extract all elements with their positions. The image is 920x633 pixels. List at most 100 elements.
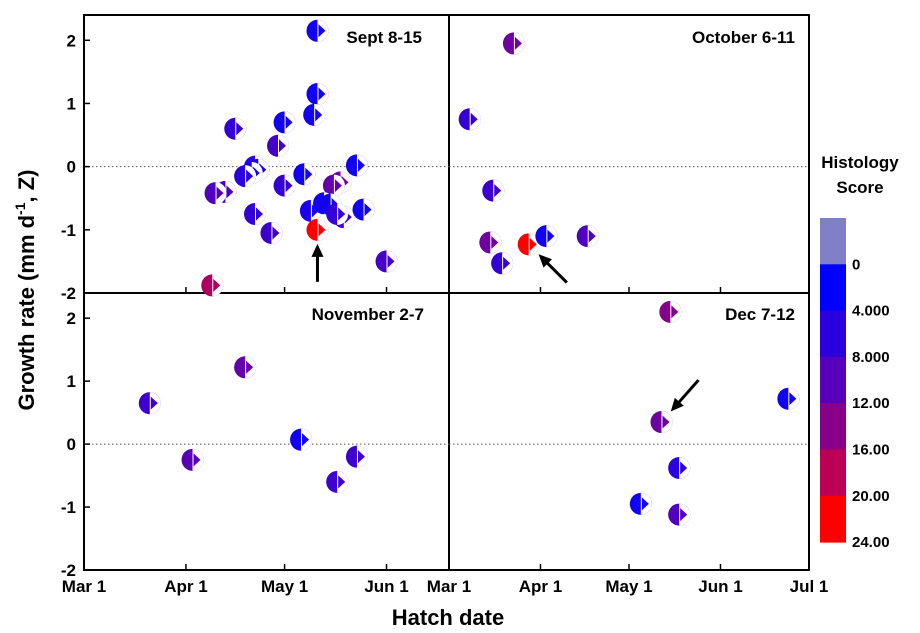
data-point-triangle — [470, 112, 478, 126]
data-point — [243, 203, 266, 226]
legend-label: 20.00 — [852, 488, 890, 505]
data-point-triangle — [641, 497, 649, 511]
x-tick-label: Apr 1 — [519, 577, 562, 596]
data-point — [576, 225, 599, 248]
x-tick-label: Mar 1 — [427, 577, 471, 596]
legend-bands — [820, 218, 846, 543]
y-tick-label: -2 — [61, 284, 76, 303]
y-tick-label: 1 — [67, 372, 76, 391]
legend-band — [820, 449, 846, 497]
data-point — [306, 19, 329, 42]
legend-band — [820, 264, 846, 312]
y-axis-ticks: -2 -1 0 1 2 -2 -1 0 1 2 — [61, 31, 90, 580]
arrows-layer — [311, 243, 700, 412]
data-point — [777, 387, 800, 410]
y-tick-label: -2 — [61, 561, 76, 580]
data-point — [273, 174, 296, 197]
data-point — [234, 165, 257, 188]
y-tick-label: 1 — [67, 94, 76, 113]
legend-band — [820, 218, 846, 265]
arrow-marker — [311, 243, 324, 282]
data-point — [482, 179, 505, 202]
y-tick-label: 0 — [67, 435, 76, 454]
data-point-triangle — [318, 87, 326, 101]
data-point — [322, 174, 345, 197]
data-point-triangle — [226, 185, 234, 199]
arrow-shaft — [674, 379, 700, 407]
data-point — [201, 274, 224, 297]
data-point — [479, 231, 502, 254]
y-tick-label: 2 — [67, 309, 76, 328]
data-point-triangle — [588, 229, 596, 243]
x-axis-title: Hatch date — [392, 605, 504, 630]
data-point-triangle — [311, 204, 319, 218]
data-point-triangle — [213, 278, 221, 292]
data-point — [668, 457, 691, 480]
data-point — [293, 163, 316, 186]
data-point-triangle — [387, 254, 395, 268]
data-point — [535, 225, 558, 248]
legend-band — [820, 310, 846, 358]
legend-band — [820, 403, 846, 450]
data-point-triangle — [547, 229, 555, 243]
arrow-head — [538, 254, 553, 268]
legend-label: 24.00 — [852, 534, 890, 551]
x-tick-label: May 1 — [605, 577, 652, 596]
legend-title-line-1: Histology — [821, 153, 899, 172]
data-point-triangle — [246, 169, 254, 183]
data-point-triangle — [494, 184, 502, 198]
legend-label: 8.000 — [852, 349, 890, 366]
data-point — [326, 470, 349, 493]
x-tick-label: Jul 1 — [790, 577, 829, 596]
y-tick-label: -1 — [61, 221, 76, 240]
data-point — [138, 392, 161, 415]
y-tick-label: -1 — [61, 498, 76, 517]
data-point — [345, 154, 368, 177]
data-point — [629, 492, 652, 515]
data-point — [502, 32, 525, 55]
panel-title-top-right: October 6-11 — [692, 28, 795, 47]
data-point — [659, 300, 682, 323]
data-point-triangle — [272, 226, 280, 240]
data-point — [303, 103, 326, 126]
data-point — [181, 448, 204, 471]
panel-title-bottom-left: November 2-7 — [312, 305, 424, 324]
x-tick-label: Jun 1 — [364, 577, 408, 596]
data-point — [352, 198, 375, 221]
y-axis-title: Growth rate (mm d-1, Z) — [12, 169, 39, 410]
data-point — [458, 108, 481, 131]
data-point-triangle — [216, 186, 224, 200]
data-point — [260, 221, 283, 244]
legend-label: 4.000 — [852, 303, 890, 320]
data-point-triangle — [334, 179, 342, 193]
data-point-triangle — [357, 450, 365, 464]
data-point-triangle — [680, 508, 688, 522]
x-tick-label: Jun 1 — [698, 577, 742, 596]
arrow-marker — [538, 254, 568, 284]
y-tick-label: 2 — [67, 31, 76, 50]
arrow-head — [670, 397, 684, 412]
legend-band — [820, 356, 846, 404]
data-point-triangle — [680, 461, 688, 475]
data-point-triangle — [255, 207, 263, 221]
zero-lines — [84, 166, 809, 445]
data-point — [326, 203, 349, 226]
data-point — [650, 411, 673, 434]
data-point — [375, 250, 398, 273]
data-point — [491, 252, 514, 275]
x-tick-label: Mar 1 — [62, 577, 106, 596]
legend-title-line-2: Score — [836, 178, 883, 197]
panel-title-top-left: Sept 8-15 — [346, 28, 422, 47]
data-point-triangle — [305, 167, 313, 181]
data-point-triangle — [338, 475, 346, 489]
data-point-triangle — [338, 207, 346, 221]
legend-label: 0 — [852, 256, 860, 273]
x-axis-ticks: Mar 1 Apr 1 May 1 Jun 1 Mar 1 Apr 1 May 1 Jun 1… — [62, 287, 829, 596]
data-point-triangle — [302, 433, 310, 447]
data-point — [204, 182, 227, 205]
y-axis-title-tail: , Z) — [14, 169, 39, 202]
plot-frame — [83, 14, 810, 571]
data-point — [267, 134, 290, 157]
legend-label: 16.00 — [852, 442, 890, 459]
